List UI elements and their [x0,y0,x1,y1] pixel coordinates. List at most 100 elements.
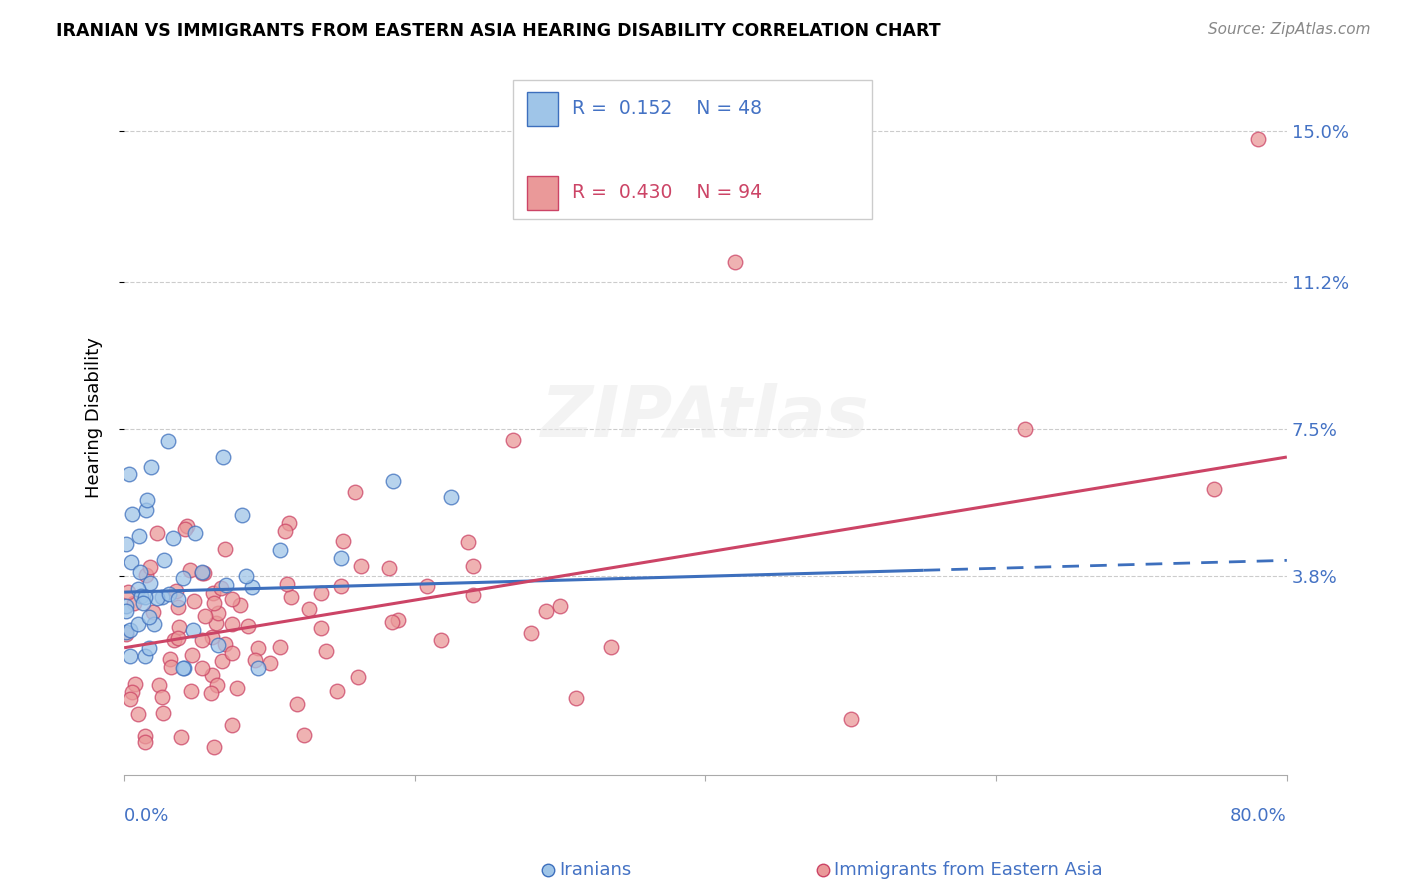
Point [329,550,352,565]
Point [191,661,214,675]
Point [243,653,266,667]
Point [127,706,149,721]
Text: 80.0%: 80.0% [1230,806,1286,825]
Point [520,625,543,640]
Point [129,590,152,604]
Point [231,508,253,522]
Point [285,698,308,712]
Point [309,585,332,599]
Point [138,610,160,624]
Point [134,729,156,743]
Point [329,579,352,593]
Point [135,567,157,582]
Point [298,602,321,616]
Point [1204,482,1226,496]
Point [207,638,229,652]
Point [134,735,156,749]
Point [416,579,439,593]
Point [129,565,152,579]
Point [134,591,156,605]
Point [193,566,215,581]
Point [143,616,166,631]
Point [135,493,157,508]
Y-axis label: Hearing Disability: Hearing Disability [86,337,103,498]
Point [179,563,201,577]
Text: Immigrants from Eastern Asia: Immigrants from Eastern Asia [834,861,1102,879]
Point [150,690,173,704]
Point [167,620,190,634]
Point [201,667,224,681]
Point [180,683,202,698]
Point [207,606,229,620]
Point [114,624,136,639]
Point [156,434,179,449]
Point [211,654,233,668]
Point [152,706,174,720]
Point [146,591,169,605]
Point [173,660,195,674]
Point [221,617,243,632]
Point [122,596,145,610]
Point [200,630,222,644]
Point [134,649,156,664]
Point [228,598,250,612]
Text: 0.0%: 0.0% [124,806,170,825]
Point [548,599,571,614]
Text: R =  0.430    N = 94: R = 0.430 N = 94 [572,183,762,202]
Point [142,605,165,619]
Point [246,660,269,674]
Point [128,529,150,543]
Text: Source: ZipAtlas.com: Source: ZipAtlas.com [1208,22,1371,37]
Point [278,516,301,531]
Point [141,459,163,474]
Point [148,678,170,692]
Point [146,526,169,541]
Point [204,739,226,754]
Point [463,588,485,602]
Point [120,623,142,637]
Point [184,525,207,540]
Point [326,684,349,698]
Point [135,502,157,516]
Point [534,604,557,618]
Point [240,580,263,594]
Point [173,660,195,674]
Point [236,619,259,633]
Point [183,594,205,608]
Point [387,613,409,627]
Point [204,615,226,630]
Point [212,450,235,464]
Point [121,684,143,698]
Point [461,558,484,573]
Point [191,566,214,580]
Point [153,553,176,567]
Point [565,690,588,705]
Point [600,640,623,654]
Point [269,640,291,654]
Point [377,561,399,575]
Point [172,571,194,585]
Point [225,681,247,695]
Point [166,631,188,645]
Point [215,578,238,592]
Point [221,592,243,607]
Point [347,670,370,684]
Point [114,537,136,551]
Point [159,587,181,601]
Point [120,691,142,706]
Point [292,728,315,742]
Point [132,596,155,610]
Point [191,566,214,580]
Point [235,569,257,583]
Point [160,660,183,674]
Point [162,531,184,545]
Point [209,581,232,595]
Point [150,590,173,604]
Point [114,627,136,641]
Point [1247,132,1270,146]
Point [174,522,197,536]
Point [430,633,453,648]
Point [114,599,136,614]
Point [382,474,405,488]
Point [127,616,149,631]
